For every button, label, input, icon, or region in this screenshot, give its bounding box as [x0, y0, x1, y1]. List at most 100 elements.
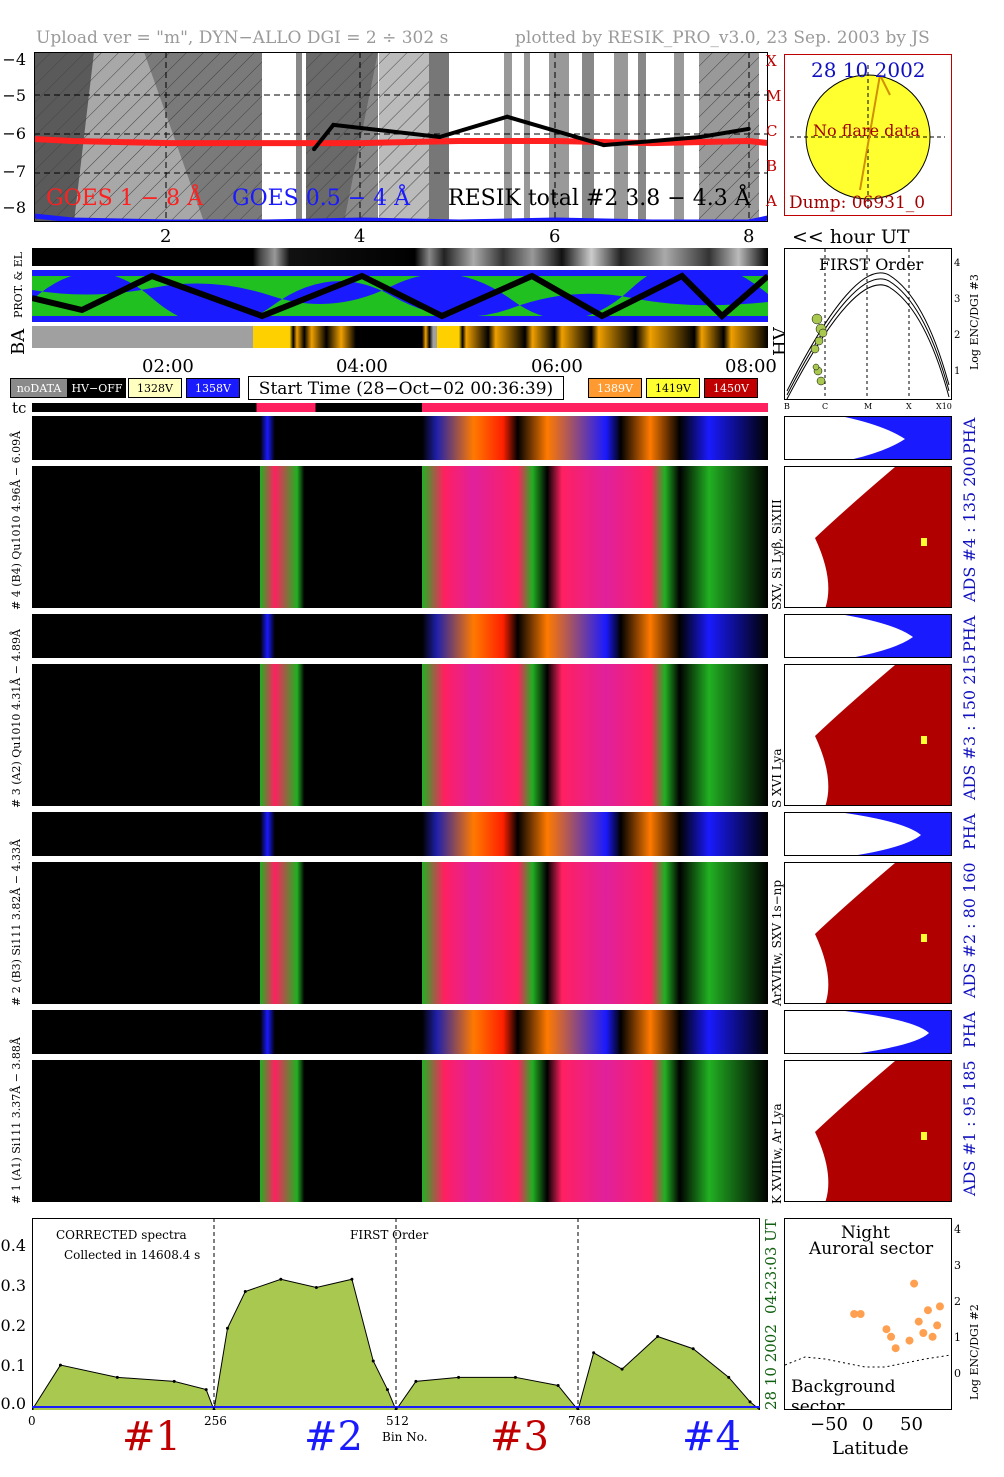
spectrum-point — [279, 1277, 283, 1281]
pha-label: PHA — [960, 615, 979, 652]
channel-label: # 1 (A1) Si111 3.37Å − 3.88Å — [10, 1037, 23, 1204]
bin-tick: 768 — [568, 1414, 591, 1428]
time-tick: 08:00 — [725, 356, 777, 377]
spectrum-note-corrected: CORRECTED spectra — [56, 1228, 187, 1242]
pha-histogram — [784, 614, 952, 658]
time-tick: 04:00 — [336, 356, 388, 377]
sun-disk-panel: 28 10 2002 No flare data Dump: 06931_0 — [784, 54, 952, 216]
spectrum-point — [414, 1379, 418, 1383]
ytick: 4 — [954, 258, 961, 269]
night-label: Night — [841, 1223, 890, 1243]
legend-goes-1-8: GOES 1 − 8 Å — [46, 186, 204, 211]
latitude-scatter — [785, 1279, 951, 1368]
v1328-legend: 1328V — [128, 378, 182, 398]
pha-spectrogram — [32, 1010, 768, 1054]
v1419-legend: 1419V — [646, 378, 700, 398]
spectrum-note-collected: Collected in 14608.4 s — [64, 1248, 201, 1262]
ytick: 1 — [954, 366, 961, 377]
pha-histogram — [784, 416, 952, 460]
ytick: 0.0 — [0, 1394, 26, 1413]
channel-label: # 2 (B3) Si111 3.82Å − 4.33Å — [10, 839, 23, 1006]
line-label: SXV, Si Lyβ, SiXIII — [770, 499, 784, 610]
spectral-spectrogram — [32, 466, 768, 608]
legend-resik-total: RESIK total #2 3.8 − 4.3 Å — [448, 186, 751, 211]
first-order-ylabel: Log ENC/DGI #3 — [968, 274, 981, 370]
ads-label: ADS #1 : 95 185 — [960, 1060, 979, 1196]
spectrum-y-axis: 0.4 0.3 0.2 0.1 0.0 — [0, 1236, 30, 1416]
goes-ytick: −5 — [2, 86, 26, 105]
lat-tick: 0 — [862, 1414, 874, 1435]
section-2-label: #2 — [304, 1414, 363, 1460]
first-order-curve — [786, 249, 950, 399]
channel-label: # 4 (B4) Qu1010 4.96Å − 6.09Å — [10, 430, 23, 610]
hvoff-legend: HV−OFF — [68, 378, 126, 398]
section-1-label: #1 — [122, 1414, 181, 1460]
latitude-panel: Night Auroral sector Background sector — [784, 1218, 952, 1410]
ytick: 1 — [954, 1331, 961, 1344]
series-point — [505, 114, 510, 119]
spectrum-point — [226, 1326, 230, 1330]
hour-tick: 6 — [549, 226, 561, 247]
tc-label: tc — [12, 399, 27, 417]
ytick: 3 — [954, 1259, 961, 1272]
pha-histogram — [784, 812, 952, 856]
latitude-point — [910, 1279, 919, 1288]
xtick-x: X — [906, 402, 912, 411]
latitude-point — [856, 1310, 865, 1318]
latitude-point — [887, 1332, 896, 1341]
ba-label: BA — [8, 328, 29, 355]
pha-label: PHA — [960, 417, 979, 454]
spectrum-point — [758, 1408, 760, 1410]
ytick: 0.3 — [0, 1276, 26, 1295]
auroral-label: Auroral sector — [809, 1239, 934, 1259]
xtick-b: B — [784, 402, 790, 411]
spectrum-point — [727, 1375, 731, 1379]
sun-date: 28 10 2002 — [811, 58, 926, 82]
latitude-point — [928, 1332, 937, 1341]
latitude-xlabel: Latitude — [832, 1438, 909, 1459]
latitude-point — [891, 1344, 900, 1353]
elevation-strip — [32, 248, 768, 266]
pha-label: PHA — [960, 1011, 979, 1048]
series-point — [746, 126, 751, 131]
time-tick: 02:00 — [142, 356, 194, 377]
line-label: ArXVIIw, SXV 1s−np — [770, 879, 784, 1006]
section-4-label: #4 — [682, 1414, 741, 1460]
ytick: 4 — [954, 1223, 961, 1236]
ads-histogram — [784, 862, 952, 1004]
series-point — [312, 147, 317, 152]
class-c-label: C — [766, 122, 778, 140]
lat-tick: −50 — [810, 1414, 848, 1435]
hour-ut-label: << hour UT — [792, 226, 910, 248]
nodata-legend: noDATA — [10, 378, 68, 398]
hour-tick: 8 — [743, 226, 755, 247]
lat-tick: 50 — [900, 1414, 923, 1435]
spectral-spectrogram — [32, 1060, 768, 1202]
spectral-spectrogram — [32, 664, 768, 806]
latitude-point — [933, 1321, 942, 1330]
series-point — [70, 139, 75, 144]
ads-histogram — [784, 664, 952, 806]
spectrum-xlabel: Bin No. — [382, 1430, 428, 1444]
series-line-1 — [34, 213, 768, 222]
series-point — [437, 135, 442, 139]
upload-version-label: Upload ver = "m", DYN−ALLO DGI = 2 ÷ 302… — [36, 28, 449, 48]
series-point — [360, 141, 365, 146]
spectrum-date: 28 10 2002 — [762, 1324, 780, 1410]
pha-spectrogram — [32, 614, 768, 658]
background-label: Background sector — [791, 1377, 896, 1410]
ads-histogram — [784, 1060, 952, 1202]
series-point — [167, 141, 172, 146]
first-order-yaxis: 4 3 2 1 — [954, 246, 960, 390]
xtick-m: M — [864, 402, 873, 411]
spectrum-point — [748, 1400, 752, 1404]
series-point — [601, 143, 606, 148]
spectral-spectrogram — [32, 862, 768, 1004]
goes-ytick: −6 — [2, 124, 26, 143]
ads-label: ADS #4 : 135 200 — [960, 456, 979, 602]
goes-y-axis: −4 −5 −6 −7 −8 — [0, 50, 34, 222]
series-point — [70, 217, 75, 222]
series-point — [331, 122, 336, 127]
legend-goes-05-4: GOES 0.5 − 4 Å — [232, 186, 411, 211]
spectrum-plot — [32, 1218, 760, 1410]
